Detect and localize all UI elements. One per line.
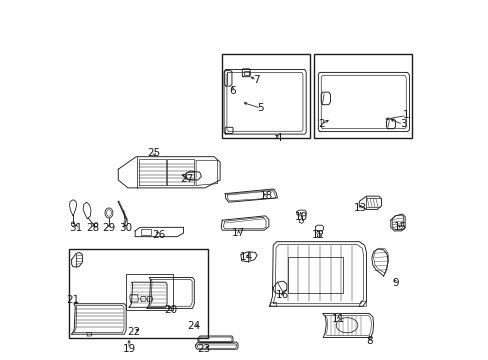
Text: 31: 31 bbox=[69, 224, 82, 233]
Text: 15: 15 bbox=[393, 222, 407, 232]
Text: 22: 22 bbox=[127, 327, 141, 337]
Text: 3: 3 bbox=[399, 120, 406, 129]
Text: 13: 13 bbox=[353, 203, 366, 213]
Text: 21: 21 bbox=[66, 295, 80, 305]
Text: 12: 12 bbox=[311, 230, 324, 239]
Text: 9: 9 bbox=[392, 278, 398, 288]
Text: 2: 2 bbox=[318, 120, 324, 129]
Text: 1: 1 bbox=[403, 111, 409, 121]
Text: 20: 20 bbox=[164, 305, 177, 315]
Text: 26: 26 bbox=[152, 230, 165, 239]
Text: 5: 5 bbox=[257, 103, 264, 113]
Text: 17: 17 bbox=[232, 228, 245, 238]
Text: 28: 28 bbox=[86, 224, 100, 233]
Text: 11: 11 bbox=[331, 314, 345, 324]
Text: 30: 30 bbox=[119, 224, 132, 233]
Text: 6: 6 bbox=[229, 86, 236, 96]
Text: 27: 27 bbox=[180, 174, 193, 184]
Bar bbox=[186, 172, 194, 179]
Text: 7: 7 bbox=[253, 75, 260, 85]
Text: 29: 29 bbox=[102, 224, 115, 233]
Bar bbox=[126, 274, 172, 310]
Bar bbox=[244, 71, 249, 75]
Text: 23: 23 bbox=[197, 344, 210, 354]
Text: 24: 24 bbox=[187, 321, 201, 331]
Text: 25: 25 bbox=[147, 148, 161, 158]
Bar bbox=[221, 54, 309, 138]
Bar bbox=[287, 257, 343, 293]
Text: 16: 16 bbox=[275, 291, 288, 301]
Text: 18: 18 bbox=[260, 191, 273, 201]
Bar bbox=[313, 54, 411, 138]
Bar bbox=[69, 249, 207, 338]
Text: 19: 19 bbox=[122, 343, 135, 354]
Text: 8: 8 bbox=[366, 336, 372, 346]
Text: 10: 10 bbox=[294, 212, 307, 221]
Text: 4: 4 bbox=[275, 133, 281, 143]
Text: 14: 14 bbox=[239, 252, 252, 262]
Bar bbox=[140, 229, 151, 235]
